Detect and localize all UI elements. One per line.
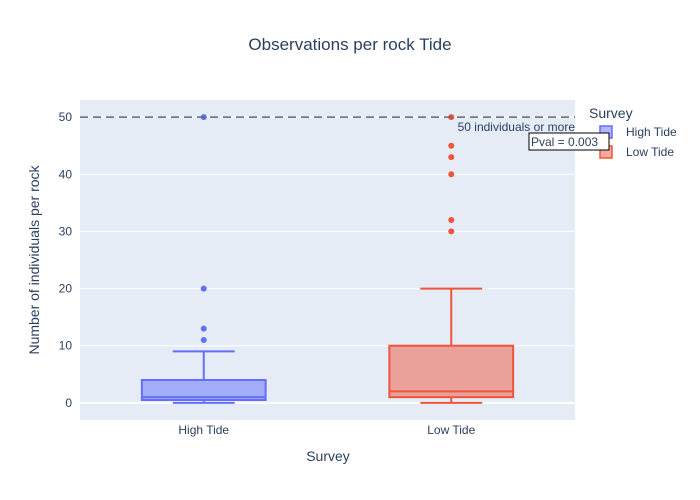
outlier-point-low-tide-2 <box>448 171 455 178</box>
box-high-tide <box>140 114 267 404</box>
legend-label-high-tide: High Tide <box>626 125 677 139</box>
chart-title: Observations per rock Tide <box>248 35 451 54</box>
y-tick-label-50: 50 <box>59 110 73 124</box>
reference-line-label: 50 individuals or more <box>458 120 576 134</box>
outlier-point-low-tide-3 <box>448 154 455 161</box>
x-tick-labels: High Tide Low Tide <box>178 423 475 437</box>
reference-line-group: 50 individuals or more <box>80 116 576 134</box>
y-tick-label-20: 20 <box>59 282 73 296</box>
legend-item-low-tide[interactable]: Low Tide <box>599 145 674 159</box>
y-axis-title: Number of individuals per rock <box>26 164 42 354</box>
outlier-point-high-tide-1 <box>200 325 207 332</box>
y-tick-label-30: 30 <box>59 224 73 238</box>
iqr-box-low-tide <box>388 344 515 399</box>
x-tick-label-low-tide: Low Tide <box>427 423 475 437</box>
outlier-point-low-tide-0 <box>448 228 455 235</box>
x-tick-label-high-tide: High Tide <box>178 423 229 437</box>
pvalue-annotation-text: Pval = 0.003 <box>531 135 598 149</box>
box-series <box>140 114 515 404</box>
x-axis-title: Survey <box>306 448 350 464</box>
legend-item-high-tide[interactable]: High Tide <box>599 125 677 139</box>
legend[interactable]: Survey High Tide Low Tide <box>589 105 677 159</box>
outlier-point-low-tide-4 <box>448 142 455 149</box>
box-low-tide <box>388 114 515 404</box>
y-tick-labels: 0 10 20 30 40 50 <box>59 110 73 410</box>
legend-label-low-tide: Low Tide <box>626 145 674 159</box>
pvalue-annotation: Pval = 0.003 <box>528 132 610 151</box>
y-tick-label-10: 10 <box>59 339 73 353</box>
outlier-point-low-tide-1 <box>448 217 455 223</box>
pvalue-annotation-box <box>528 132 610 151</box>
y-tick-label-40: 40 <box>59 167 73 181</box>
iqr-box-high-tide <box>140 379 267 401</box>
y-tick-label-0: 0 <box>65 396 72 410</box>
outlier-point-high-tide-2 <box>200 285 207 292</box>
legend-title: Survey <box>589 105 633 121</box>
outlier-point-high-tide-0 <box>200 337 207 343</box>
